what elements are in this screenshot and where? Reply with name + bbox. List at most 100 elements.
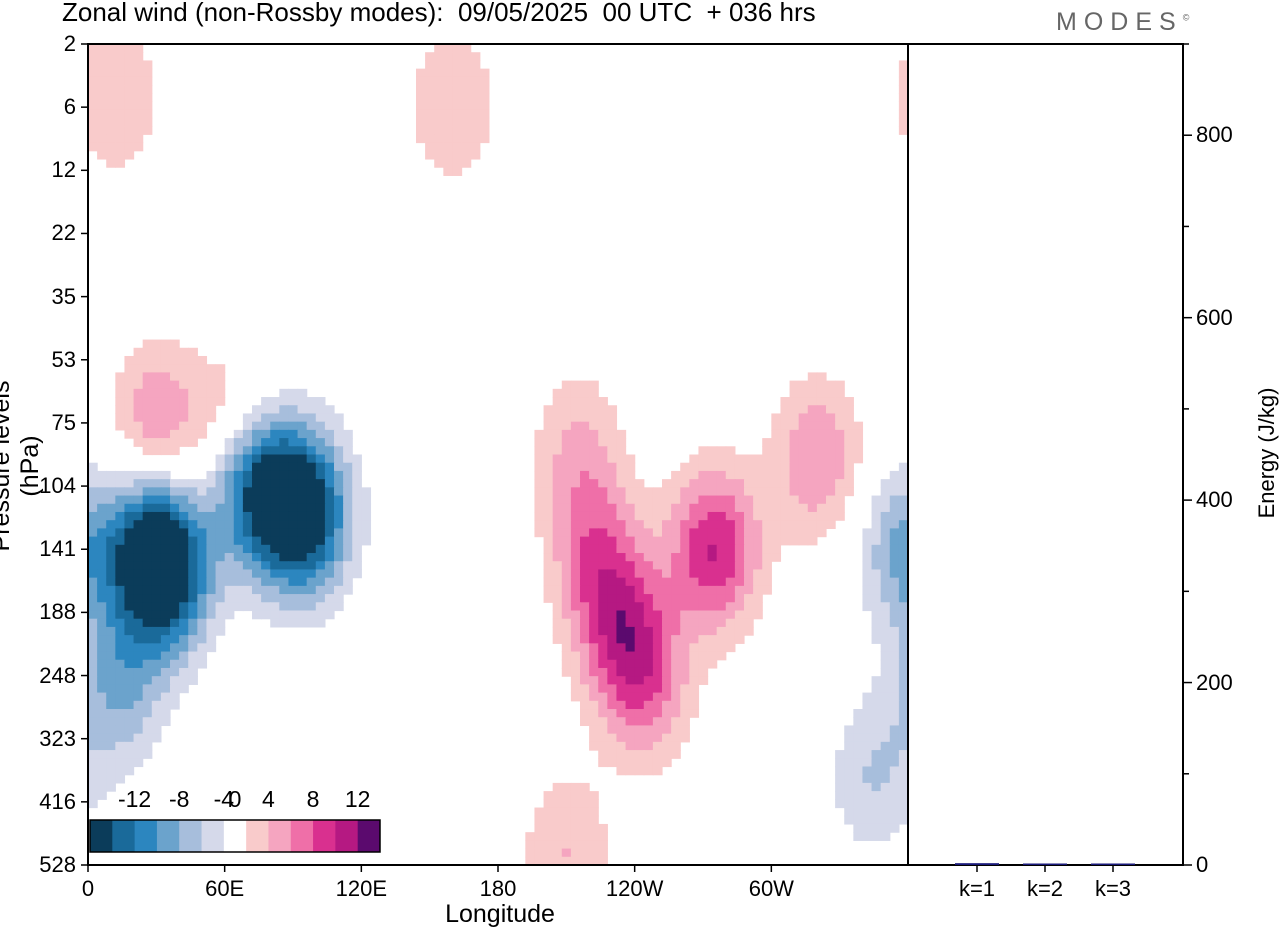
heatmap-cell [652,667,663,677]
heatmap-cell [179,528,189,538]
heatmap-cell [616,659,627,669]
heatmap-cell [461,117,472,127]
heatmap-cell [179,355,189,365]
heatmap-cell [215,462,226,472]
heatmap-cell [835,413,845,423]
k-tick-label: k=1 [958,876,996,901]
heatmap-cell [261,536,271,546]
heatmap-cell [188,577,198,587]
heatmap-cell [753,585,763,595]
heatmap-cell [753,462,763,472]
heatmap-cell [88,709,98,718]
heatmap-cell [734,561,745,571]
heatmap-cell [844,741,854,751]
heatmap-cell [206,372,217,382]
heatmap-cell [862,569,873,579]
heatmap-cell [598,676,608,685]
heatmap-cell [151,503,162,513]
heatmap-cell [115,594,126,603]
heatmap-cell [898,791,908,800]
heatmap-cell [671,536,681,546]
heatmap-cell [680,610,690,620]
heatmap-cell [734,618,745,628]
heatmap-cell [716,536,727,546]
heatmap-cell [880,643,891,653]
heatmap-cell [297,479,308,488]
heatmap-cell [889,643,900,653]
heatmap-cell [844,758,854,768]
heatmap-cell [634,569,645,579]
heatmap-cell [115,577,126,587]
heatmap-cell [261,503,271,513]
heatmap-cell [97,618,107,628]
heatmap-cell [142,725,153,735]
heatmap-cell [662,750,672,759]
heatmap-cell [479,134,490,144]
heatmap-cell [197,495,208,505]
heatmap-cell [607,544,618,554]
heatmap-cell [133,618,144,628]
heatmap-cell [306,454,317,464]
heatmap-cell [233,602,244,612]
heatmap-cell [170,364,180,373]
heatmap-cell [607,618,618,628]
heatmap-cell [880,766,891,776]
heatmap-cell [807,372,818,382]
heatmap-cell [570,536,581,546]
heatmap-cell [297,487,308,497]
heatmap-cell [534,462,545,472]
heatmap-cell [625,610,636,620]
heatmap-cell [880,594,891,603]
heatmap-cell [570,561,581,571]
heatmap-cell [252,569,262,579]
heatmap-cell [570,528,581,538]
heatmap-cell [279,511,290,521]
colorbar-swatch [156,820,180,852]
k-tick-label: k=2 [1026,876,1064,901]
heatmap-cell [798,397,809,406]
heatmap-cell [106,503,116,513]
heatmap-cell [725,577,736,587]
heatmap-cell [170,528,180,538]
heatmap-cell [744,544,754,554]
heatmap-cell [197,520,208,529]
heatmap-cell [871,807,882,817]
heatmap-cell [452,101,463,111]
heatmap-cell [734,536,745,546]
heatmap-cell [662,479,672,488]
heatmap-cell [261,569,271,579]
heatmap-cell [616,717,627,727]
heatmap-cell [115,659,126,669]
heatmap-cell [598,438,608,447]
heatmap-cell [707,610,718,620]
heatmap-cell [188,585,198,595]
heatmap-cell [652,495,663,505]
heatmap-cell [625,667,636,677]
heatmap-cell [133,355,144,365]
heatmap-cell [343,454,353,464]
heatmap-cell [124,651,135,661]
heatmap-cell [598,421,608,431]
heatmap-cell [826,446,836,456]
heatmap-cell [270,618,280,628]
heatmap-cell [561,626,572,636]
heatmap-cell [789,388,800,398]
heatmap-cell [607,429,618,439]
heatmap-cell [297,585,308,595]
heatmap-cell [607,413,618,423]
heatmap-cell [160,594,171,603]
heatmap-cell [889,470,900,480]
heatmap-cell [689,643,700,653]
heatmap-cell [97,101,107,111]
heatmap-cell [771,470,782,480]
heatmap-cell [133,553,144,562]
heatmap-cell [206,577,217,587]
heatmap-cell [798,470,809,480]
heatmap-cell [898,101,908,111]
heatmap-cell [716,626,727,636]
heatmap-cell [142,733,153,743]
heatmap-cell [306,446,317,456]
heatmap-cell [662,717,672,727]
heatmap-cell [315,544,326,554]
heatmap-cell [252,503,262,513]
